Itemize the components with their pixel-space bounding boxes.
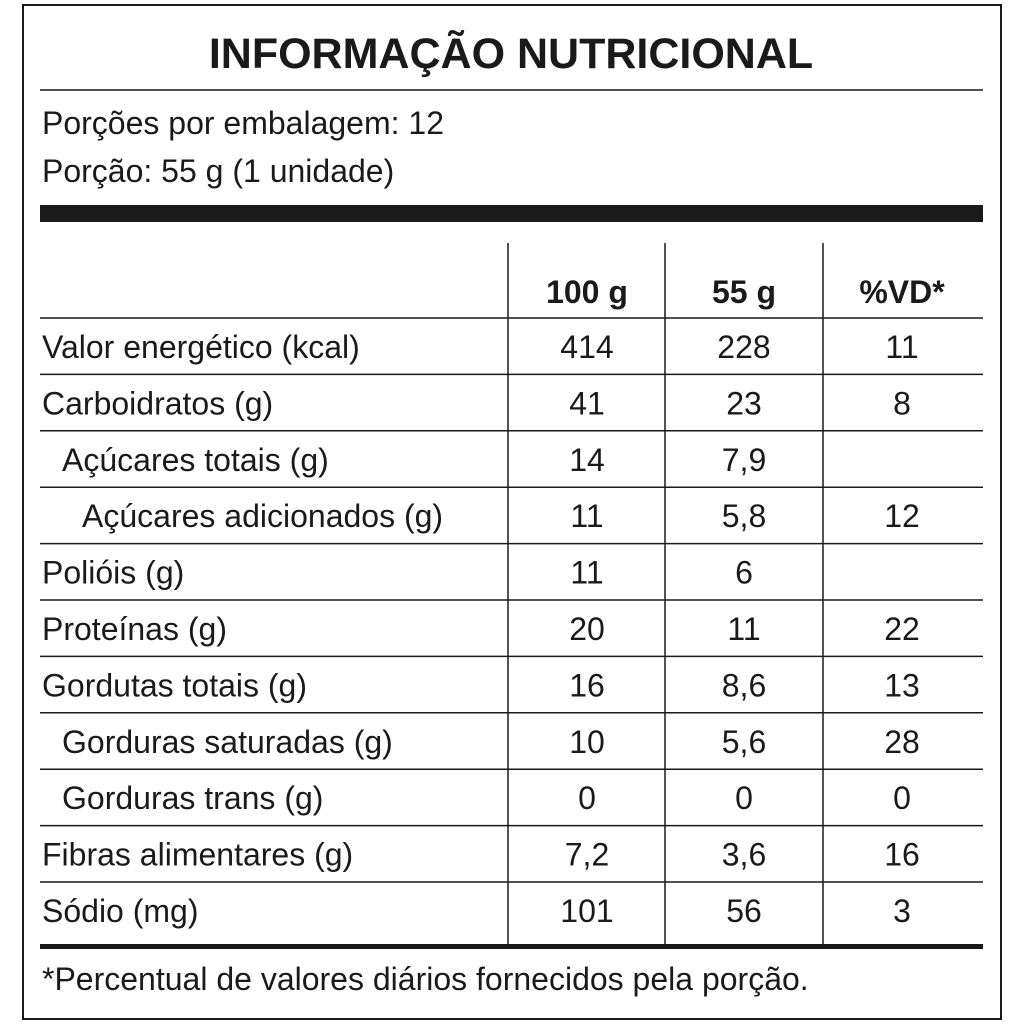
cell-value: 101 (560, 893, 613, 929)
serving-size: Porção: 55 g (1 unidade) (42, 153, 394, 189)
cell-value: 3 (893, 893, 911, 929)
cell-value: 0 (893, 780, 911, 816)
row-label: Gorduras saturadas (g) (62, 724, 393, 760)
cell-value: 3,6 (722, 837, 766, 873)
cell-value: 41 (569, 385, 605, 421)
cell-value: 11 (570, 498, 603, 534)
cell-value: 11 (885, 329, 918, 365)
column-header: 55 g (712, 274, 776, 310)
bottom-bar (40, 944, 983, 949)
cell-value: 8 (893, 385, 911, 421)
cell-value: 414 (560, 329, 613, 365)
cell-value: 5,8 (722, 498, 766, 534)
cell-value: 22 (884, 611, 920, 647)
column-header: %VD* (859, 274, 945, 310)
row-label: Valor energético (kcal) (42, 329, 360, 365)
cell-value: 0 (578, 780, 596, 816)
cell-value: 11 (570, 555, 603, 591)
cell-value: 228 (717, 329, 770, 365)
label-border (22, 4, 1002, 1020)
cell-value: 56 (726, 893, 762, 929)
cell-value: 20 (569, 611, 605, 647)
row-label: Açúcares totais (g) (62, 442, 329, 478)
cell-value: 10 (569, 724, 605, 760)
row-label: Carboidratos (g) (42, 385, 273, 421)
cell-value: 12 (884, 498, 920, 534)
cell-value: 5,6 (722, 724, 766, 760)
cell-value: 6 (735, 555, 753, 591)
cell-value: 16 (569, 667, 605, 703)
row-label: Gorduras trans (g) (62, 780, 323, 816)
cell-value: 0 (735, 780, 753, 816)
cell-value: 11 (727, 611, 760, 647)
cell-value: 28 (884, 724, 920, 760)
servings-per-package: Porções por embalagem: 12 (42, 105, 444, 141)
row-label: Fibras alimentares (g) (42, 837, 353, 873)
cell-value: 23 (726, 385, 762, 421)
cell-value: 8,6 (722, 667, 766, 703)
thick-bar (40, 205, 983, 222)
row-label: Sódio (mg) (42, 893, 199, 929)
cell-value: 16 (884, 837, 920, 873)
cell-value: 7,9 (722, 442, 766, 478)
title: INFORMAÇÃO NUTRICIONAL (209, 30, 813, 78)
footnote: *Percentual de valores diários fornecido… (42, 961, 809, 997)
cell-value: 7,2 (565, 837, 609, 873)
row-label: Proteínas (g) (42, 611, 227, 647)
row-label: Açúcares adicionados (g) (82, 498, 443, 534)
row-label: Gordutas totais (g) (42, 667, 307, 703)
column-header: 100 g (546, 274, 628, 310)
cell-value: 13 (884, 667, 920, 703)
cell-value: 14 (569, 442, 605, 478)
row-label: Polióis (g) (42, 555, 184, 591)
